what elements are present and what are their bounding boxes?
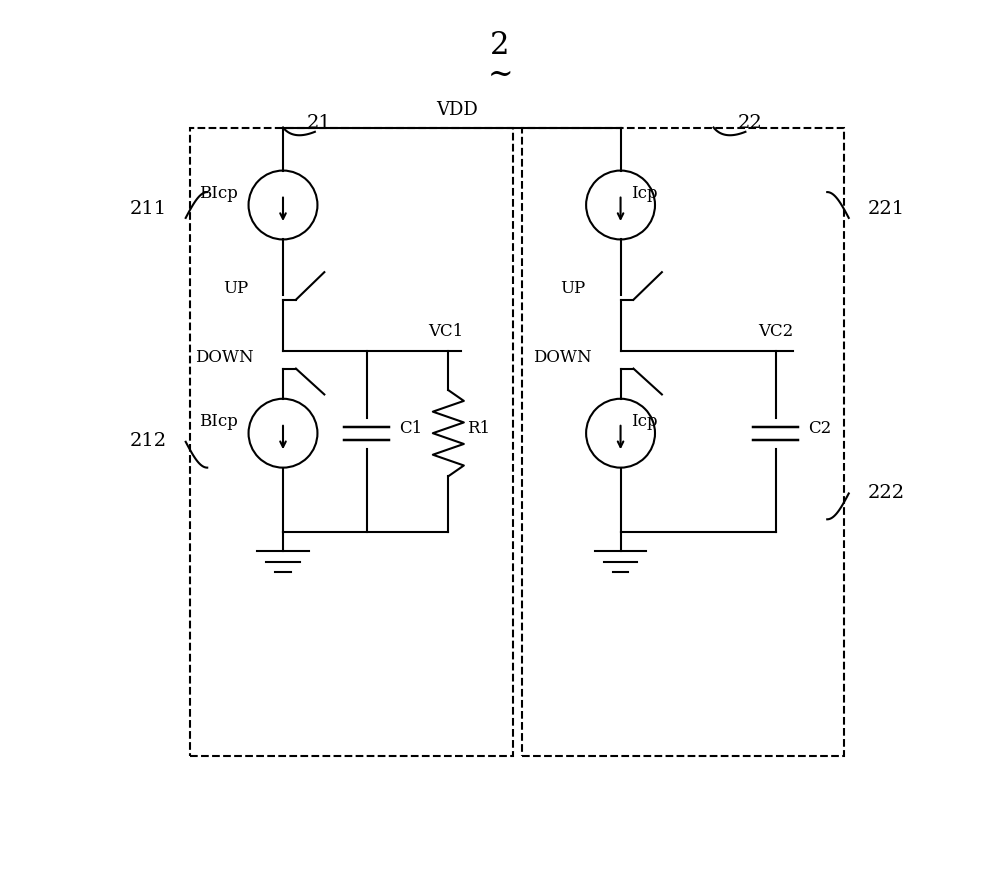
Text: C2: C2 (808, 420, 832, 438)
Text: Icp: Icp (631, 186, 658, 202)
Text: Icp: Icp (631, 413, 658, 430)
Text: 2: 2 (490, 31, 510, 61)
Text: 222: 222 (867, 484, 904, 501)
Text: DOWN: DOWN (195, 349, 254, 366)
Bar (190, 128, 513, 756)
Text: 21: 21 (307, 115, 332, 132)
Text: ~: ~ (487, 60, 513, 91)
Text: DOWN: DOWN (533, 349, 591, 366)
Text: BIcp: BIcp (199, 186, 238, 202)
Text: UP: UP (561, 280, 586, 297)
Text: R1: R1 (467, 420, 490, 438)
Text: 22: 22 (737, 115, 762, 132)
Text: UP: UP (223, 280, 248, 297)
Text: VC2: VC2 (758, 323, 793, 340)
Text: C1: C1 (399, 420, 422, 438)
Bar (522, 128, 844, 756)
Text: VDD: VDD (436, 102, 478, 120)
Text: 212: 212 (130, 432, 167, 450)
Text: 221: 221 (867, 200, 904, 218)
Text: BIcp: BIcp (199, 413, 238, 430)
Text: VC1: VC1 (428, 323, 463, 340)
Text: 211: 211 (130, 200, 167, 218)
